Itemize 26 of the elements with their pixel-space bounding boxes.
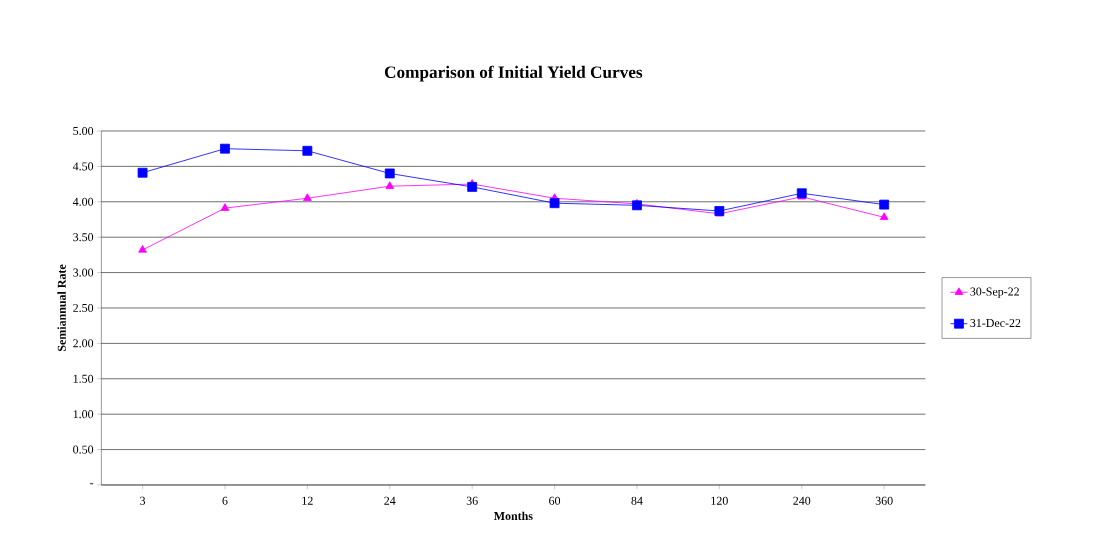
x-tick-label: 84	[631, 496, 643, 505]
x-tick-label: 3	[140, 496, 146, 505]
legend-label: 31-Dec-22	[970, 318, 1021, 328]
x-tick-label: 12	[302, 496, 313, 505]
legend-label: 30-Sep-22	[970, 287, 1019, 299]
y-tick-label: 3.50	[73, 233, 94, 242]
y-tick-label: 0.50	[73, 445, 94, 454]
y-tick-label: 2.50	[73, 303, 94, 313]
y-tick-label: 3.00	[73, 268, 94, 277]
y-tick-label: 4.00	[72, 197, 94, 206]
y-tick-label: -	[90, 483, 94, 485]
x-axis-title: Months	[493, 511, 533, 521]
x-tick-label: 360	[875, 496, 893, 505]
x-tick-label: 60	[549, 496, 561, 505]
y-tick-label: 4.50	[72, 162, 94, 171]
x-tick-label: 120	[711, 496, 728, 505]
y-tick-label: 1.00	[73, 410, 94, 419]
x-tick-label: 24	[384, 496, 396, 505]
y-tick-label: 5.00	[73, 126, 94, 136]
y-tick-label: 1.50	[73, 374, 94, 383]
chart-title: Comparison of Initial Yield Curves	[384, 65, 643, 82]
x-tick-label: 36	[466, 496, 478, 505]
y-axis-title: Semiannual Rate	[57, 264, 66, 352]
y-tick-label: 2.00	[73, 339, 94, 348]
x-tick-label: 240	[793, 496, 811, 505]
x-tick-label: 6	[222, 496, 228, 505]
